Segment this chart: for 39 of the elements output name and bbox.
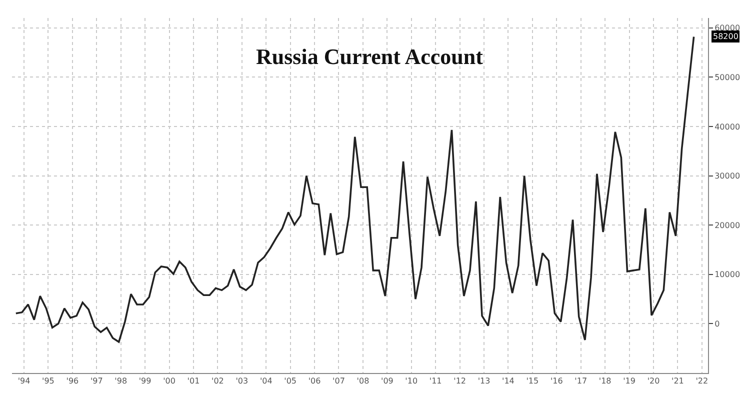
x-tick-label: '16 [550, 376, 563, 386]
x-tick-label: '17 [574, 376, 588, 386]
x-tick-label: '22 [696, 376, 708, 386]
x-tick-label: '14 [502, 376, 514, 386]
y-tick-label: 50000 [714, 72, 740, 82]
x-tick-label: '19 [623, 376, 636, 386]
x-tick-label: '20 [647, 376, 660, 386]
y-tick-label: 60000 [714, 24, 740, 33]
text: Russia Current Account [256, 44, 484, 70]
x-tick-label: '11 [429, 376, 442, 386]
x-tick-label: '15 [526, 376, 539, 386]
x-tick-label: '07 [332, 376, 345, 386]
line-series [15, 36, 695, 343]
x-tick-label: '02 [211, 376, 224, 386]
x-tick-label: '00 [163, 376, 176, 386]
x-tick-label: '13 [478, 376, 490, 386]
y-tick-label: 30000 [714, 172, 740, 181]
x-tick-label: '09 [380, 376, 394, 386]
x-tick-label: '04 [260, 376, 272, 386]
x-tick-label: '95 [42, 376, 54, 386]
x-tick-label: '01 [187, 376, 200, 386]
x-tick-label: '10 [405, 376, 418, 386]
x-tick-label: '05 [284, 376, 297, 386]
x-tick-label: '06 [308, 376, 321, 386]
y-tick-label: 40000 [714, 122, 740, 132]
x-tick-label: '21 [672, 376, 684, 386]
y-tick-label: 10000 [714, 270, 740, 280]
x-tick-label: '18 [598, 376, 612, 386]
x-tick-label: '96 [66, 376, 79, 386]
x-tick-label: '08 [356, 376, 370, 386]
x-tick-label: '12 [454, 376, 466, 386]
y-tick-label: 20000 [714, 220, 740, 230]
x-tick-label: '94 [18, 376, 30, 386]
y-tick-label: 0 [714, 319, 720, 328]
x-tick-label: '98 [114, 376, 128, 386]
x-tick-label: '97 [90, 376, 103, 386]
x-tick-label: '99 [138, 376, 152, 386]
annotation: 58200 [713, 32, 738, 41]
x-tick-label: '03 [236, 376, 248, 386]
